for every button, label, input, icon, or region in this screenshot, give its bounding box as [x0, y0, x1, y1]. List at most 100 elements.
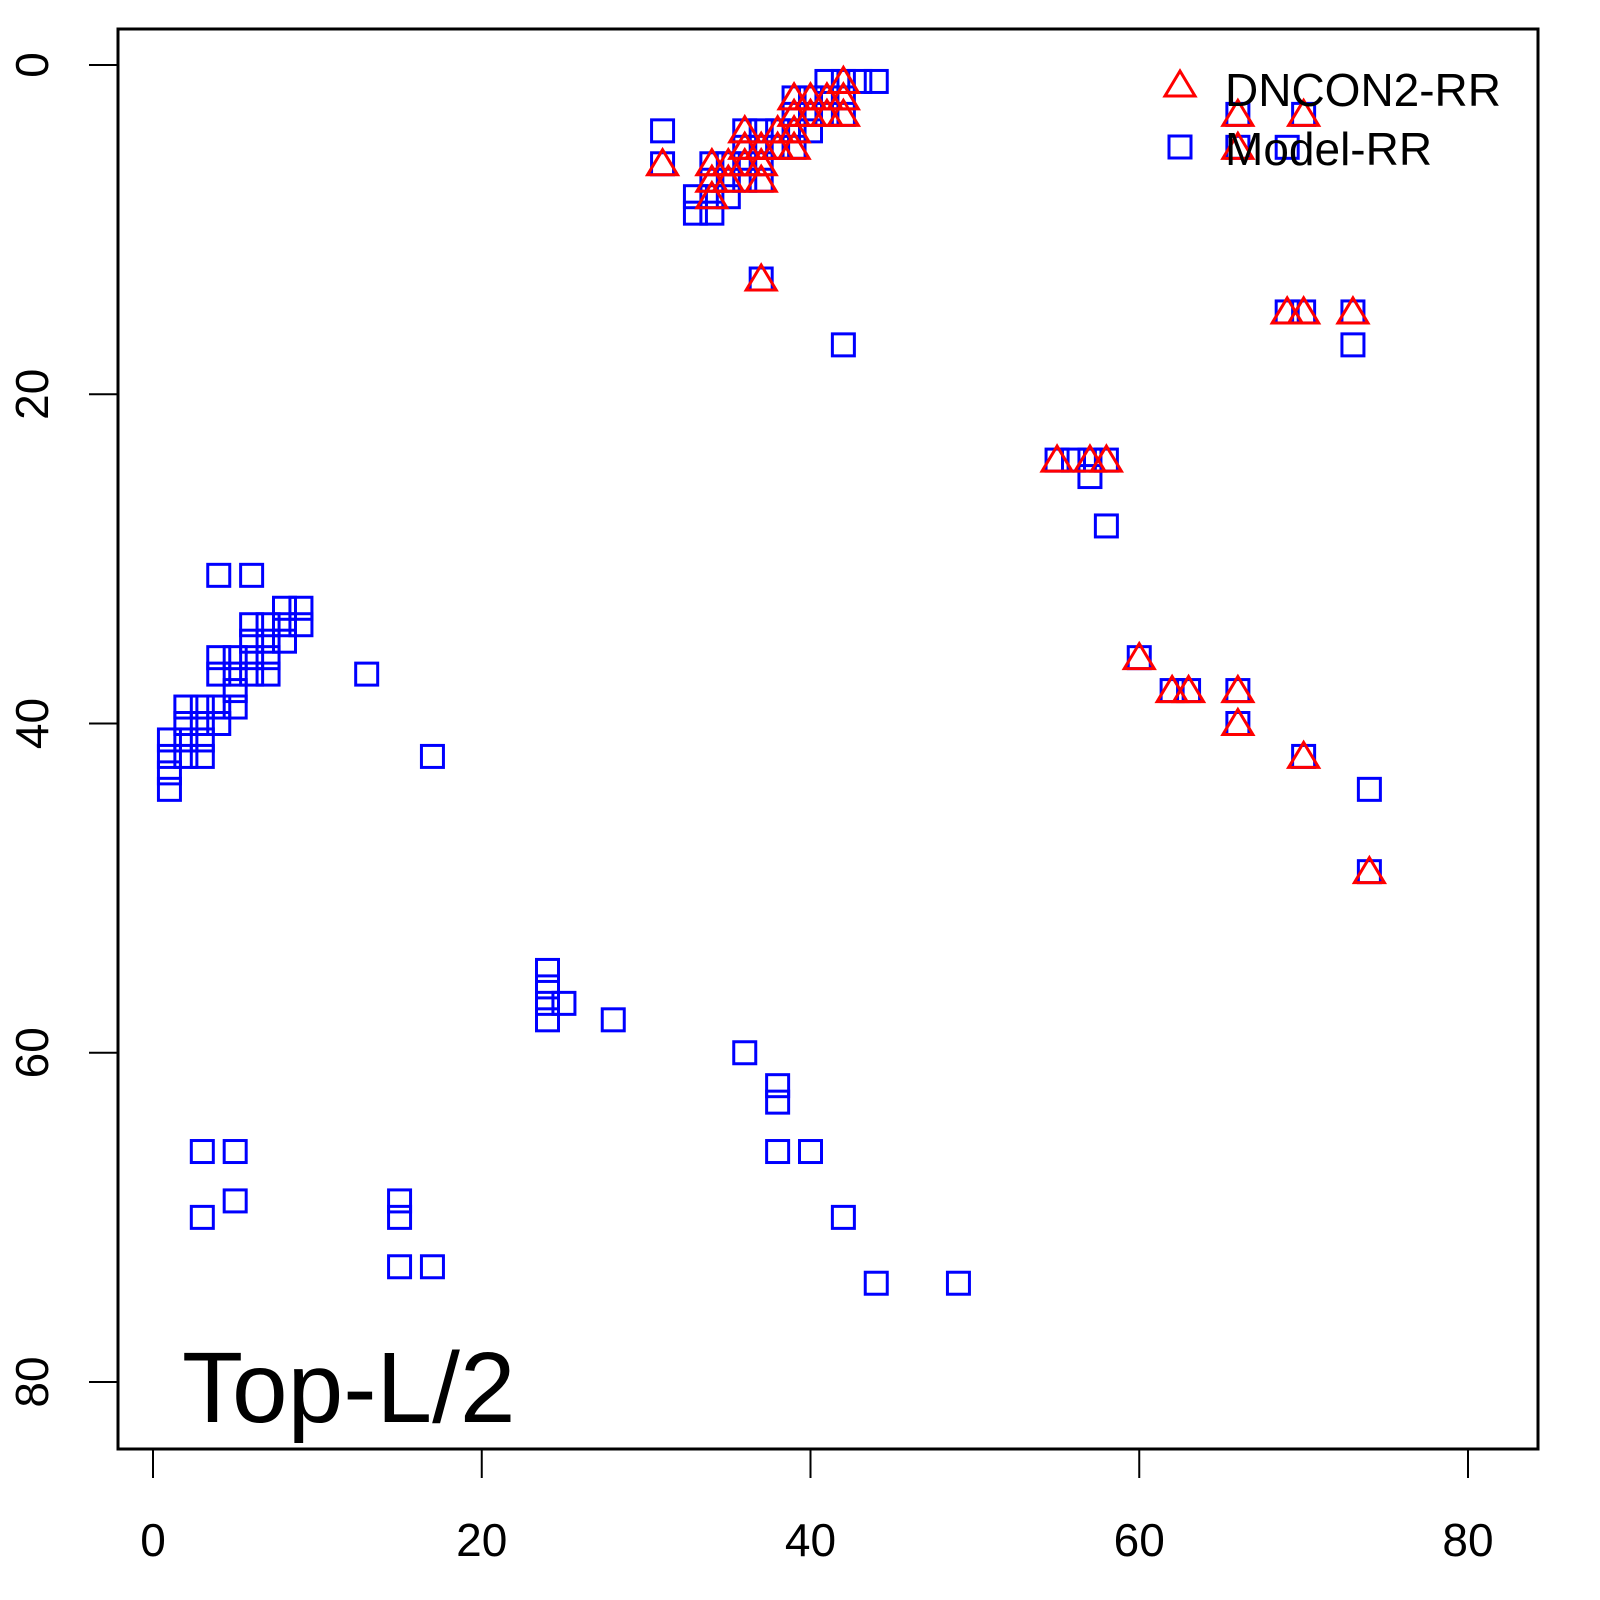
y-tick-label: 80: [6, 1356, 58, 1407]
model-rr-point: [535, 990, 560, 1016]
model-rr-point: [222, 694, 248, 720]
x-tick-label: 60: [1114, 1514, 1165, 1566]
dncon2-rr-point: [1351, 854, 1388, 885]
legend-triangle-icon: [1162, 68, 1198, 98]
x-tick-label: 0: [140, 1514, 166, 1566]
model-rr-point: [863, 1270, 889, 1296]
annotation-top-l2: Top-L/2: [182, 1332, 516, 1444]
x-tick-label: 80: [1442, 1514, 1493, 1566]
model-rr-point: [255, 645, 281, 671]
model-rr-point: [945, 1270, 971, 1296]
model-rr-point: [830, 332, 856, 358]
model-rr-point: [387, 1204, 413, 1230]
model-rr-point: [239, 628, 265, 654]
model-rr-point: [354, 661, 380, 687]
y-tick-label: 0: [6, 52, 58, 78]
model-rr-point: [222, 1139, 248, 1165]
model-rr-point: [156, 760, 182, 786]
y-tick-label: 60: [6, 1027, 58, 1078]
model-rr-point: [156, 776, 182, 802]
plot-frame: [116, 27, 1540, 1451]
x-axis: 0 20 40 60 80: [140, 1448, 1494, 1566]
model-rr-point: [189, 694, 215, 720]
model-rr-point: [272, 612, 297, 638]
dncon2-rr-point: [1220, 130, 1256, 160]
model-rr-point: [765, 1073, 791, 1099]
model-rr-point: [222, 661, 248, 687]
model-rr-point: [387, 1254, 413, 1280]
model-rr-point: [1340, 332, 1366, 358]
dncon2-rr-point: [1220, 673, 1256, 704]
model-rr-point: [255, 661, 281, 687]
model-rr-point: [189, 711, 215, 736]
model-rr-point: [189, 1204, 215, 1230]
model-rr-point: [156, 727, 182, 753]
model-rr-point: [288, 612, 314, 638]
dncon2-rr-point: [1121, 640, 1157, 671]
legend-label-model: Model-RR: [1225, 123, 1432, 175]
model-rr-point: [206, 645, 232, 671]
model-rr-point: [765, 1139, 791, 1165]
model-rr-point: [1077, 464, 1103, 490]
model-rr-point: [239, 661, 265, 687]
model-rr-point: [765, 1089, 791, 1115]
model-rr-point: [206, 562, 232, 588]
dncon2-rr-point: [743, 262, 779, 292]
model-rr-point: [387, 1188, 413, 1214]
dncon2-rr-point: [1285, 739, 1322, 769]
model-rr-point: [732, 1040, 758, 1066]
model-rr-point: [288, 595, 314, 621]
model-rr-point: [535, 1007, 560, 1033]
dncon2-rr-point: [1285, 97, 1322, 127]
model-rr-point: [206, 694, 232, 720]
y-tick-label: 20: [6, 369, 58, 420]
model-rr-point: [173, 711, 199, 736]
model-rr-point: [189, 743, 215, 769]
x-tick-label: 40: [785, 1514, 836, 1566]
dncon2-rr-point: [743, 146, 779, 177]
dncon2-rr-point: [1220, 706, 1256, 736]
y-axis: 0 20 40 60 80: [6, 52, 119, 1408]
y-tick-label: 40: [6, 698, 58, 749]
model-rr-point: [222, 645, 248, 671]
model-rr-point: [206, 661, 232, 687]
model-rr-point: [255, 612, 281, 638]
model-rr-point: [600, 1007, 626, 1033]
dncon2-rr-point: [644, 146, 681, 177]
legend-label-dncon2: DNCON2-RR: [1225, 64, 1501, 116]
model-rr-point: [798, 1139, 823, 1165]
model-rr-point: [239, 562, 265, 588]
model-rr-point: [699, 200, 725, 226]
dncon2-rr-point: [776, 113, 812, 144]
dncon2-rr-point: [825, 97, 862, 127]
dncon2-rr-point: [727, 113, 763, 144]
legend-square-icon: [1167, 134, 1193, 160]
model-rr-point: [239, 612, 265, 638]
dncon2-rr-point: [1285, 295, 1322, 325]
dncon2-rr-point: [710, 163, 746, 193]
model-rr-point: [535, 974, 560, 1000]
model-rr-point: [272, 595, 297, 621]
model-rr-point: [239, 645, 265, 671]
model-rr-point: [1356, 776, 1382, 802]
dncon2-rr-point: [1088, 443, 1125, 473]
model-rr-point: [173, 694, 199, 720]
model-rr-point: [1093, 513, 1119, 539]
model-rr-point: [1274, 134, 1300, 160]
model-rr-point: [272, 628, 297, 654]
dncon2-rr-point: [1170, 673, 1207, 704]
model-rr-point: [650, 118, 676, 144]
model-rr-point: [535, 957, 560, 983]
model-rr-point: [173, 727, 199, 753]
dncon2-rr-point: [1335, 295, 1371, 325]
model-rr-point: [682, 200, 708, 226]
dncon2-rr-point: [776, 130, 812, 160]
x-tick-label: 20: [456, 1514, 507, 1566]
dncon2-rr-point: [1039, 443, 1075, 473]
dncon2-rr-point: [743, 163, 779, 193]
dncon2-rr-point: [825, 81, 862, 111]
model-rr-point: [419, 1254, 445, 1280]
dncon2-rr-point: [825, 64, 862, 94]
dncon2-rr-point: [694, 179, 730, 210]
